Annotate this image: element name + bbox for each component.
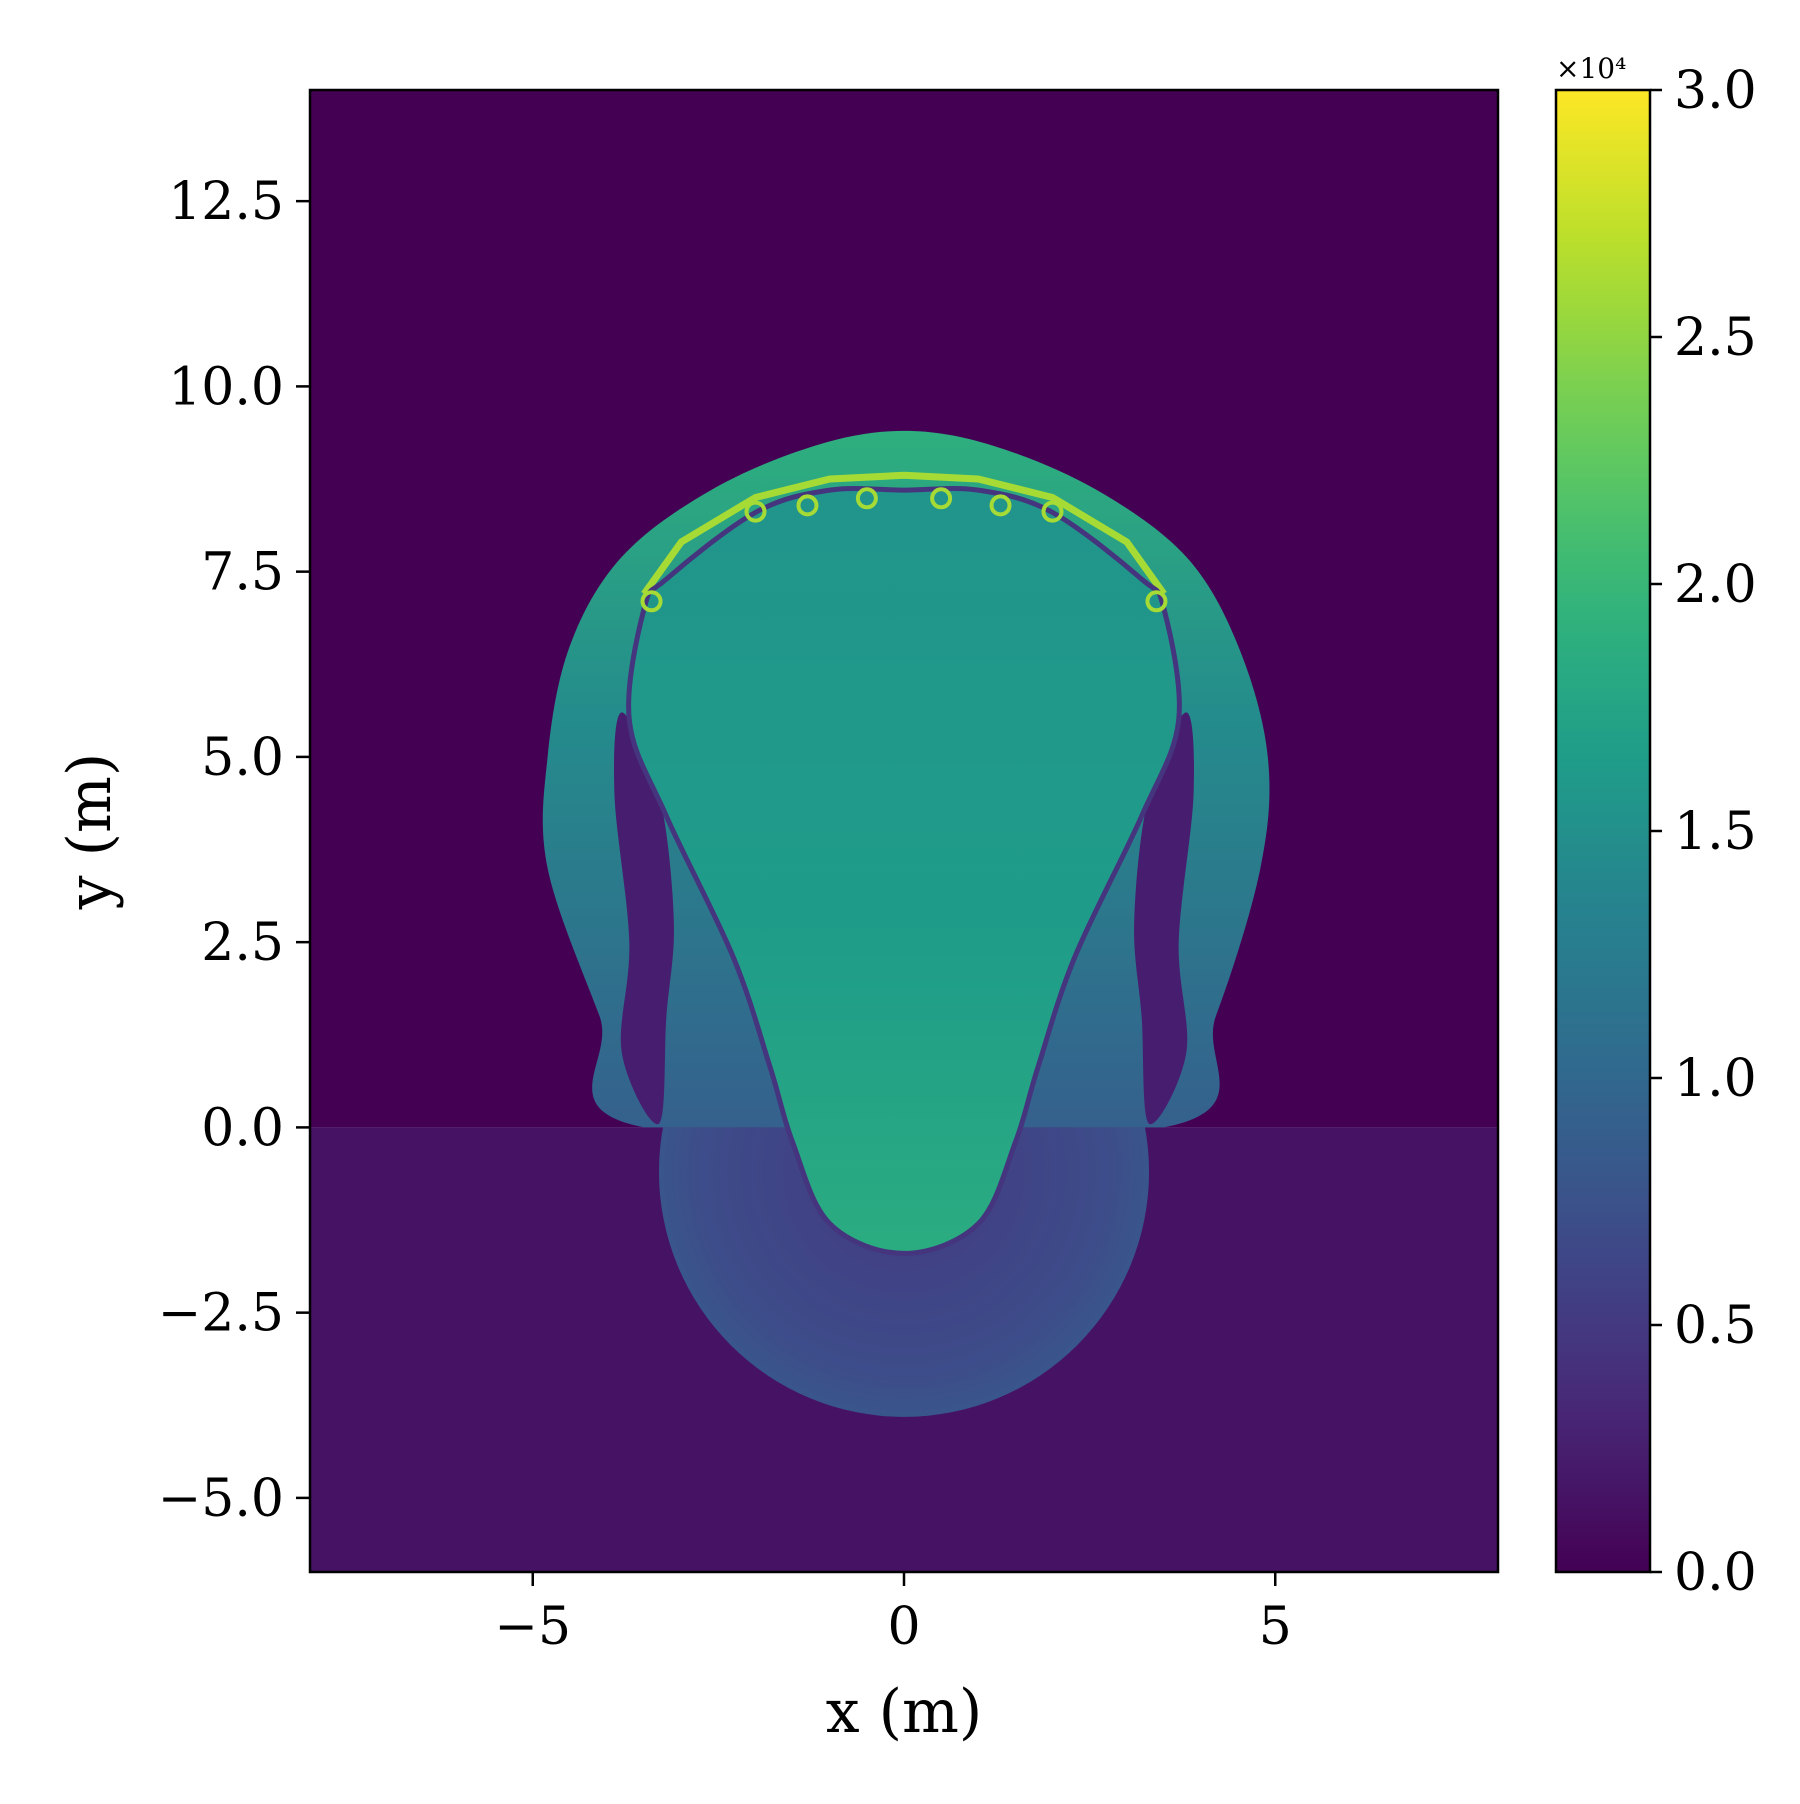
vortex-mark bbox=[796, 494, 819, 517]
colorbar-tick-label: 2.5 bbox=[1674, 308, 1757, 368]
colorbar-multiplier: ×10⁴ bbox=[1556, 52, 1626, 85]
colorbar-tick-label: 3.0 bbox=[1674, 61, 1757, 121]
vortex-mark bbox=[1145, 590, 1168, 613]
y-tick-label: −2.5 bbox=[158, 1284, 284, 1344]
y-tick-label: −5.0 bbox=[158, 1469, 284, 1529]
y-tick-label: 2.5 bbox=[201, 913, 284, 973]
vortex-mark bbox=[855, 487, 878, 510]
heatmap-field bbox=[310, 90, 1498, 1572]
colorbar-tick-label: 2.0 bbox=[1674, 555, 1757, 615]
vortex-mark bbox=[1041, 500, 1064, 523]
right-channel bbox=[1134, 712, 1195, 1125]
transmitted-shock-region bbox=[659, 1127, 1149, 1417]
colorbar: 0.0 0.5 1.0 1.5 2.0 2.5 3.0 ×10⁴ bbox=[1554, 52, 1757, 1603]
y-tick-label: 0.0 bbox=[201, 1098, 284, 1158]
colorbar-tick-label: 0.5 bbox=[1674, 1296, 1757, 1356]
colorbar-gradient bbox=[1554, 88, 1652, 1574]
y-axis-label: y (m) bbox=[55, 753, 125, 911]
vortex-mark bbox=[640, 590, 663, 613]
colorbar-tick-label: 1.0 bbox=[1674, 1049, 1757, 1109]
y-axis: −5.0 −2.5 0.0 2.5 5.0 7.5 10.0 12.5 bbox=[158, 172, 310, 1529]
vortex-mark bbox=[930, 487, 953, 510]
vortex-mark bbox=[989, 494, 1012, 517]
left-channel bbox=[613, 712, 674, 1125]
y-tick-label: 5.0 bbox=[201, 728, 284, 788]
y-tick-label: 10.0 bbox=[168, 357, 284, 417]
x-tick-label: 0 bbox=[887, 1597, 920, 1657]
x-tick-label: 5 bbox=[1259, 1597, 1292, 1657]
colorbar-tick-label: 1.5 bbox=[1674, 802, 1757, 862]
vortex-mark bbox=[744, 500, 767, 523]
interface-rim bbox=[641, 471, 1167, 596]
x-axis: −5 0 5 bbox=[494, 1572, 1292, 1657]
y-tick-label: 7.5 bbox=[201, 543, 284, 603]
x-axis-label: x (m) bbox=[826, 1677, 983, 1747]
x-tick-label: −5 bbox=[494, 1597, 571, 1657]
colorbar-tick-label: 0.0 bbox=[1674, 1543, 1757, 1603]
y-tick-label: 12.5 bbox=[168, 172, 284, 232]
core-region bbox=[626, 485, 1182, 1256]
